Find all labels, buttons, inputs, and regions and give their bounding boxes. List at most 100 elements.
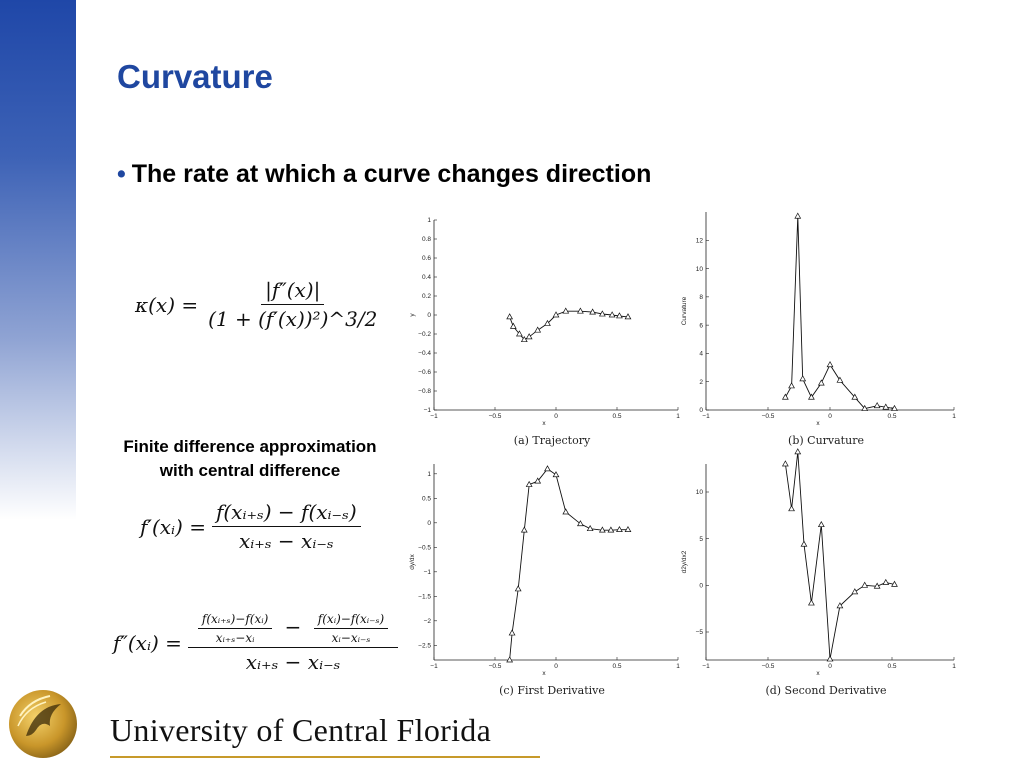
series-line bbox=[509, 468, 628, 661]
data-point bbox=[598, 310, 606, 317]
f2-fraction: f(xᵢ₊ₛ)−f(xᵢ) xᵢ₊ₛ−xᵢ − f(xᵢ)−f(xᵢ₋ₛ) xᵢ… bbox=[187, 612, 399, 674]
y-tick-label: 10 bbox=[696, 489, 704, 496]
data-point bbox=[891, 404, 898, 411]
y-axis-label: Curvature bbox=[681, 296, 688, 325]
fd-label-line1: Finite difference approximation bbox=[123, 437, 377, 456]
data-point bbox=[586, 524, 594, 532]
data-point bbox=[891, 580, 898, 587]
data-point bbox=[552, 311, 560, 318]
x-tick-label: 0.5 bbox=[887, 413, 896, 420]
y-tick-label: −0.2 bbox=[418, 331, 431, 338]
data-point bbox=[826, 655, 834, 662]
f2-lhs: f″(xᵢ) = bbox=[113, 631, 182, 655]
x-tick-label: 1 bbox=[676, 663, 680, 670]
data-point bbox=[800, 540, 808, 547]
f2-sub-fraction-2: f(xᵢ)−f(xᵢ₋ₛ) xᵢ−xᵢ₋ₛ bbox=[313, 612, 389, 645]
plot-caption: (a) Trajectory bbox=[514, 434, 591, 447]
data-point bbox=[873, 582, 881, 589]
footer-gold-rule bbox=[110, 756, 540, 758]
kappa-lhs: κ(x) = bbox=[135, 292, 199, 317]
plot-curvature: −1 −0.5 0 0.5 1 0 2 4 6 8 10 12 x Curvature (b) Curvat… bbox=[680, 208, 970, 453]
y-tick-label: 0 bbox=[699, 407, 703, 414]
data-point bbox=[525, 333, 533, 340]
data-point bbox=[817, 520, 825, 528]
data-point bbox=[851, 393, 859, 400]
data-point bbox=[544, 319, 551, 326]
y-tick-label: 1 bbox=[427, 471, 431, 478]
f2-numerator: f(xᵢ₊ₛ)−f(xᵢ) xᵢ₊ₛ−xᵢ − f(xᵢ)−f(xᵢ₋ₛ) xᵢ… bbox=[187, 612, 399, 648]
f2-sub1-num: f(xᵢ₊ₛ)−f(xᵢ) bbox=[197, 612, 273, 629]
plot-caption: (b) Curvature bbox=[788, 434, 864, 447]
plot-trajectory: −1 −0.5 0 0.5 1 1 0.8 0.6 0.4 0.2 0 −0.2 −0.4 −0.6 −0.… bbox=[400, 208, 690, 453]
y-tick-label: 0.6 bbox=[422, 255, 431, 262]
y-tick-label: −1 bbox=[424, 407, 432, 414]
data-point bbox=[861, 404, 869, 411]
y-tick-label: −2.5 bbox=[418, 643, 431, 650]
plot-first-derivative: −1 −0.5 0 0.5 1 1 0.5 0 −0.5 −1 −1.5 −2 −2.5 x dy/dx (c… bbox=[400, 460, 690, 705]
plot-caption: (c) First Derivative bbox=[499, 684, 605, 697]
series-line bbox=[784, 451, 895, 660]
bullet-text: The rate at which a curve changes direct… bbox=[131, 160, 652, 188]
data-point bbox=[624, 525, 632, 533]
y-tick-label: 0 bbox=[427, 312, 431, 319]
x-tick-label: −0.5 bbox=[762, 413, 775, 420]
x-tick-label: −1 bbox=[702, 663, 710, 670]
y-tick-label: 0.8 bbox=[422, 236, 431, 243]
data-point bbox=[794, 212, 802, 219]
ucf-pegasus-logo-icon bbox=[6, 686, 80, 762]
y-tick-label: −1.5 bbox=[418, 594, 431, 601]
x-tick-label: 0.5 bbox=[887, 663, 896, 670]
x-tick-label: 1 bbox=[952, 663, 956, 670]
data-point bbox=[851, 588, 859, 595]
first-derivative-formula: f′(xᵢ) = f(xᵢ₊ₛ) − f(xᵢ₋ₛ) xᵢ₊ₛ − xᵢ₋ₛ bbox=[140, 500, 367, 553]
x-tick-label: 1 bbox=[952, 413, 956, 420]
data-point bbox=[598, 526, 606, 533]
x-axis-label: x bbox=[816, 420, 820, 427]
y-tick-label: 0 bbox=[699, 583, 703, 590]
y-tick-label: 0.4 bbox=[422, 274, 431, 281]
plot-trajectory-svg: −1 −0.5 0 0.5 1 1 0.8 0.6 0.4 0.2 0 −0.2 −0.4 −0.6 −0.… bbox=[409, 217, 680, 447]
x-tick-label: 0 bbox=[554, 663, 558, 670]
data-point bbox=[836, 602, 844, 609]
fd-label-line2: with central difference bbox=[159, 461, 341, 480]
data-point bbox=[781, 393, 789, 400]
data-point bbox=[534, 477, 542, 484]
data-point bbox=[516, 330, 523, 337]
kappa-numerator: |f″(x)| bbox=[261, 278, 325, 305]
data-point bbox=[514, 585, 522, 592]
bullet-item: • The rate at which a curve changes direc… bbox=[117, 160, 651, 189]
data-point bbox=[616, 525, 623, 533]
data-point bbox=[608, 311, 616, 318]
data-point bbox=[520, 335, 528, 343]
data-point bbox=[506, 656, 514, 663]
f1-denominator: xᵢ₊ₛ − xᵢ₋ₛ bbox=[238, 529, 334, 553]
data-point bbox=[520, 526, 528, 533]
data-point bbox=[788, 382, 795, 389]
data-point bbox=[525, 480, 533, 487]
data-point bbox=[882, 403, 890, 410]
y-tick-label: 5 bbox=[699, 536, 703, 543]
data-point bbox=[534, 326, 542, 333]
y-axis-label: y bbox=[409, 313, 416, 317]
f2-sub1-den: xᵢ₊ₛ−xᵢ bbox=[215, 631, 255, 645]
data-point bbox=[808, 393, 815, 400]
y-tick-label: 4 bbox=[699, 351, 703, 358]
y-tick-label: −0.5 bbox=[418, 545, 431, 552]
y-tick-label: −5 bbox=[696, 629, 704, 636]
data-point bbox=[781, 460, 789, 467]
x-tick-label: −0.5 bbox=[489, 663, 502, 670]
f2-sub2-num: f(xᵢ)−f(xᵢ₋ₛ) bbox=[313, 612, 389, 629]
y-tick-label: −0.4 bbox=[418, 350, 431, 357]
finite-difference-label: Finite difference approximation with cen… bbox=[100, 435, 400, 483]
data-point bbox=[788, 505, 795, 512]
y-tick-label: 2 bbox=[699, 379, 703, 386]
kappa-fraction: |f″(x)| (1 + (f′(x))²)^3/2 bbox=[204, 278, 381, 331]
x-tick-label: 0 bbox=[554, 413, 558, 420]
y-axis-label: d2y/dx2 bbox=[681, 550, 688, 573]
data-point bbox=[589, 308, 596, 315]
data-point bbox=[799, 375, 807, 382]
data-point bbox=[552, 471, 560, 478]
footer-university-name: University of Central Florida bbox=[110, 712, 492, 748]
f1-fraction: f(xᵢ₊ₛ) − f(xᵢ₋ₛ) xᵢ₊ₛ − xᵢ₋ₛ bbox=[211, 500, 361, 553]
